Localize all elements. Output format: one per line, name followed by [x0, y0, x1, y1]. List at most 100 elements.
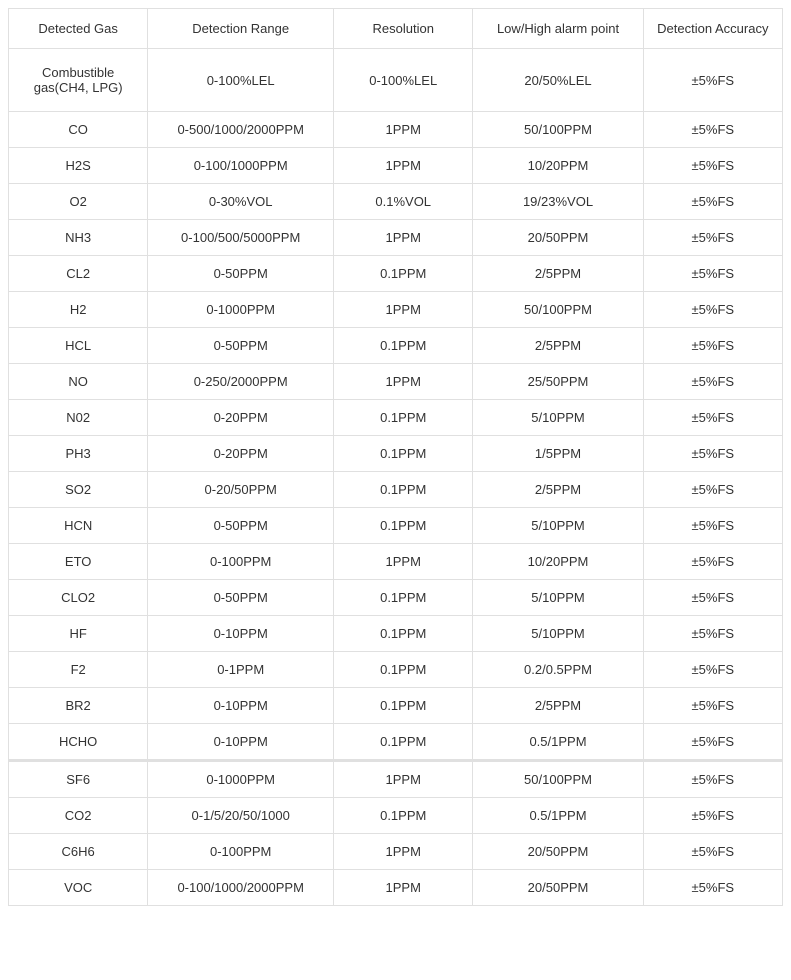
cell-resolution: 0.1%VOL	[334, 184, 473, 220]
cell-range: 0-20PPM	[148, 400, 334, 436]
cell-alarm: 2/5PPM	[473, 328, 643, 364]
cell-alarm: 2/5PPM	[473, 472, 643, 508]
cell-alarm: 5/10PPM	[473, 580, 643, 616]
cell-resolution: 0.1PPM	[334, 328, 473, 364]
cell-accuracy: ±5%FS	[643, 184, 782, 220]
col-header-range: Detection Range	[148, 9, 334, 49]
table-row: O20-30%VOL0.1%VOL19/23%VOL±5%FS	[9, 184, 783, 220]
cell-alarm: 20/50%LEL	[473, 49, 643, 112]
table-row: C6H60-100PPM1PPM20/50PPM±5%FS	[9, 834, 783, 870]
col-header-resolution: Resolution	[334, 9, 473, 49]
cell-gas: PH3	[9, 436, 148, 472]
table-header-row: Detected Gas Detection Range Resolution …	[9, 9, 783, 49]
cell-range: 0-10PPM	[148, 688, 334, 724]
table-row: H2S0-100/1000PPM1PPM10/20PPM±5%FS	[9, 148, 783, 184]
cell-alarm: 19/23%VOL	[473, 184, 643, 220]
cell-alarm: 0.5/1PPM	[473, 724, 643, 761]
cell-gas: H2S	[9, 148, 148, 184]
cell-resolution: 0.1PPM	[334, 472, 473, 508]
cell-range: 0-20/50PPM	[148, 472, 334, 508]
cell-resolution: 0.1PPM	[334, 508, 473, 544]
cell-range: 0-20PPM	[148, 436, 334, 472]
cell-range: 0-100/500/5000PPM	[148, 220, 334, 256]
cell-range: 0-100%LEL	[148, 49, 334, 112]
cell-gas: F2	[9, 652, 148, 688]
col-header-gas: Detected Gas	[9, 9, 148, 49]
cell-gas: Combustible gas(CH4, LPG)	[9, 49, 148, 112]
table-row: HCHO0-10PPM0.1PPM0.5/1PPM±5%FS	[9, 724, 783, 761]
cell-accuracy: ±5%FS	[643, 798, 782, 834]
cell-gas: HCL	[9, 328, 148, 364]
table-row: ETO0-100PPM1PPM10/20PPM±5%FS	[9, 544, 783, 580]
table-row: SO20-20/50PPM0.1PPM2/5PPM±5%FS	[9, 472, 783, 508]
cell-gas: O2	[9, 184, 148, 220]
table-body: Combustible gas(CH4, LPG)0-100%LEL0-100%…	[9, 49, 783, 906]
col-header-alarm: Low/High alarm point	[473, 9, 643, 49]
cell-resolution: 0.1PPM	[334, 400, 473, 436]
cell-alarm: 2/5PPM	[473, 688, 643, 724]
cell-accuracy: ±5%FS	[643, 472, 782, 508]
cell-accuracy: ±5%FS	[643, 436, 782, 472]
cell-accuracy: ±5%FS	[643, 688, 782, 724]
table-row: CLO20-50PPM0.1PPM5/10PPM±5%FS	[9, 580, 783, 616]
table-row: Combustible gas(CH4, LPG)0-100%LEL0-100%…	[9, 49, 783, 112]
cell-resolution: 1PPM	[334, 292, 473, 328]
cell-gas: N02	[9, 400, 148, 436]
cell-gas: HF	[9, 616, 148, 652]
cell-accuracy: ±5%FS	[643, 112, 782, 148]
cell-resolution: 1PPM	[334, 834, 473, 870]
col-header-accuracy: Detection Accuracy	[643, 9, 782, 49]
cell-accuracy: ±5%FS	[643, 544, 782, 580]
cell-alarm: 5/10PPM	[473, 616, 643, 652]
table-row: VOC0-100/1000/2000PPM1PPM20/50PPM±5%FS	[9, 870, 783, 906]
cell-alarm: 20/50PPM	[473, 220, 643, 256]
cell-accuracy: ±5%FS	[643, 724, 782, 761]
cell-gas: HCN	[9, 508, 148, 544]
cell-range: 0-50PPM	[148, 580, 334, 616]
cell-resolution: 1PPM	[334, 761, 473, 798]
cell-resolution: 0.1PPM	[334, 798, 473, 834]
cell-alarm: 10/20PPM	[473, 544, 643, 580]
cell-alarm: 0.5/1PPM	[473, 798, 643, 834]
cell-gas: CO2	[9, 798, 148, 834]
cell-resolution: 1PPM	[334, 870, 473, 906]
table-row: PH30-20PPM0.1PPM1/5PPM±5%FS	[9, 436, 783, 472]
cell-accuracy: ±5%FS	[643, 148, 782, 184]
table-row: HCN0-50PPM0.1PPM5/10PPM±5%FS	[9, 508, 783, 544]
cell-resolution: 1PPM	[334, 364, 473, 400]
cell-gas: CLO2	[9, 580, 148, 616]
cell-gas: C6H6	[9, 834, 148, 870]
cell-alarm: 25/50PPM	[473, 364, 643, 400]
cell-resolution: 0.1PPM	[334, 688, 473, 724]
cell-alarm: 1/5PPM	[473, 436, 643, 472]
cell-accuracy: ±5%FS	[643, 834, 782, 870]
cell-resolution: 1PPM	[334, 220, 473, 256]
table-row: HCL0-50PPM0.1PPM2/5PPM±5%FS	[9, 328, 783, 364]
cell-range: 0-1PPM	[148, 652, 334, 688]
cell-alarm: 0.2/0.5PPM	[473, 652, 643, 688]
cell-accuracy: ±5%FS	[643, 580, 782, 616]
cell-gas: CL2	[9, 256, 148, 292]
table-header: Detected Gas Detection Range Resolution …	[9, 9, 783, 49]
cell-resolution: 0.1PPM	[334, 580, 473, 616]
cell-accuracy: ±5%FS	[643, 652, 782, 688]
cell-accuracy: ±5%FS	[643, 49, 782, 112]
cell-gas: ETO	[9, 544, 148, 580]
cell-alarm: 10/20PPM	[473, 148, 643, 184]
cell-alarm: 20/50PPM	[473, 870, 643, 906]
table-row: NO0-250/2000PPM1PPM25/50PPM±5%FS	[9, 364, 783, 400]
cell-range: 0-100PPM	[148, 544, 334, 580]
cell-alarm: 2/5PPM	[473, 256, 643, 292]
table-row: CO20-1/5/20/50/10000.1PPM0.5/1PPM±5%FS	[9, 798, 783, 834]
cell-gas: H2	[9, 292, 148, 328]
cell-accuracy: ±5%FS	[643, 364, 782, 400]
cell-gas: NO	[9, 364, 148, 400]
cell-accuracy: ±5%FS	[643, 761, 782, 798]
cell-alarm: 50/100PPM	[473, 761, 643, 798]
cell-range: 0-100/1000PPM	[148, 148, 334, 184]
cell-resolution: 1PPM	[334, 148, 473, 184]
cell-accuracy: ±5%FS	[643, 508, 782, 544]
table-row: SF60-1000PPM1PPM50/100PPM±5%FS	[9, 761, 783, 798]
cell-accuracy: ±5%FS	[643, 256, 782, 292]
cell-range: 0-1000PPM	[148, 292, 334, 328]
